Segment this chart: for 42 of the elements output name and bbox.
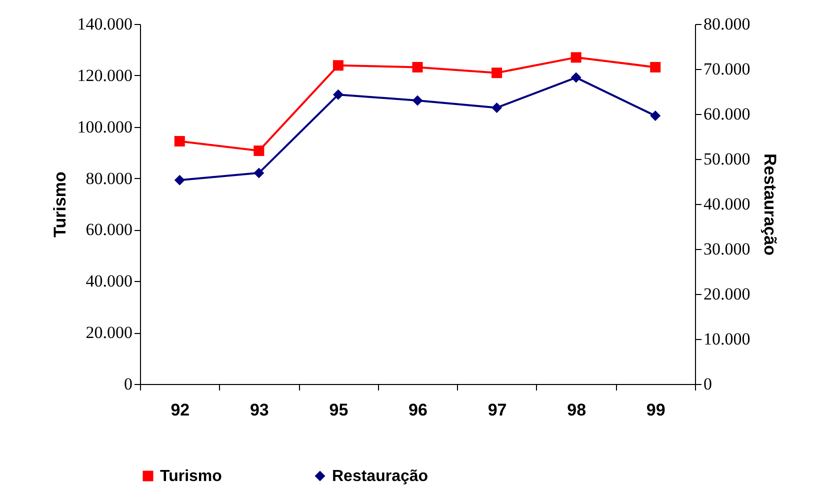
- x-tick-label: 93: [250, 400, 269, 420]
- y-tick-label: 120.000: [77, 66, 132, 85]
- point: [254, 168, 264, 178]
- y-tick-label: 0: [124, 374, 132, 394]
- x-tick-label: 99: [646, 400, 666, 420]
- x-tick-label: 96: [408, 400, 428, 420]
- point: [412, 95, 423, 106]
- y2-tick-label: 50.000: [704, 150, 750, 168]
- point: [174, 136, 185, 146]
- y-tick-label: 100.000: [77, 117, 132, 136]
- y2-tick-label: 70.000: [704, 60, 750, 78]
- legend-label: Restauração: [332, 468, 428, 485]
- point: [332, 60, 344, 71]
- y-tick-label: 20.000: [86, 323, 132, 342]
- point: [254, 146, 264, 156]
- x-tick-label: 98: [567, 400, 586, 420]
- y2-tick-label: 40.000: [704, 194, 750, 214]
- point: [412, 62, 423, 72]
- y2-axis-title: Restauração: [760, 153, 780, 256]
- y-tick-label: 80.000: [86, 168, 132, 188]
- y2-tick-label: 10.000: [704, 330, 750, 348]
- point: [492, 102, 502, 113]
- y-tick-label: 60.000: [86, 220, 132, 240]
- x-tick-label: 95: [329, 400, 348, 420]
- y2-tick-label: 30.000: [704, 240, 750, 258]
- y-tick-label: 140.000: [77, 14, 132, 34]
- point: [332, 89, 344, 100]
- point: [650, 62, 661, 72]
- x-tick-label: 92: [170, 400, 190, 420]
- y-tick-label: 40.000: [86, 272, 132, 291]
- legend-label: Turismo: [160, 468, 222, 485]
- y2-tick-label: 20.000: [704, 284, 750, 304]
- point: [174, 174, 185, 186]
- x-tick-label: 97: [488, 400, 507, 420]
- point: [650, 110, 661, 122]
- y2-tick-label: 0: [704, 374, 712, 394]
- point: [570, 52, 582, 63]
- y-axis-title: Turismo: [50, 172, 70, 238]
- point: [570, 72, 582, 83]
- y2-tick-label: 60.000: [704, 104, 750, 124]
- y2-tick-label: 80.000: [704, 14, 750, 34]
- point: [492, 68, 502, 78]
